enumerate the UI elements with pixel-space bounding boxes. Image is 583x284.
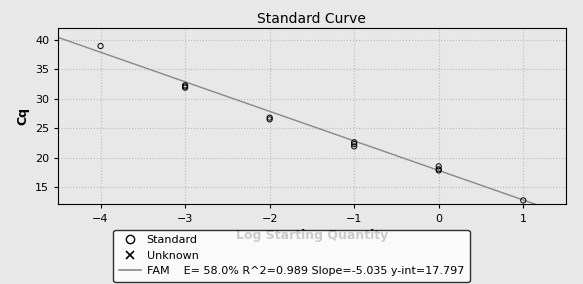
Point xyxy=(96,44,105,48)
Point xyxy=(181,84,190,89)
Y-axis label: Cq: Cq xyxy=(16,107,30,126)
Point xyxy=(181,83,190,87)
Point xyxy=(518,198,528,203)
Title: Standard Curve: Standard Curve xyxy=(258,12,366,26)
Point xyxy=(350,142,359,146)
Point xyxy=(265,117,274,122)
Legend: Standard, Unknown, FAM    E= 58.0% R^2=0.989 Slope=-5.035 y-int=17.797: Standard, Unknown, FAM E= 58.0% R^2=0.98… xyxy=(113,229,470,282)
Point xyxy=(181,85,190,90)
X-axis label: Log Starting Quantity: Log Starting Quantity xyxy=(236,229,388,242)
Point xyxy=(265,115,274,120)
Point xyxy=(434,164,443,169)
Point xyxy=(350,140,359,145)
Point xyxy=(434,168,443,173)
Point xyxy=(350,144,359,149)
Point xyxy=(434,167,443,172)
